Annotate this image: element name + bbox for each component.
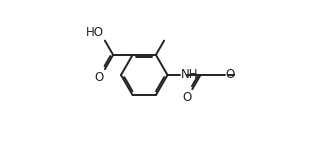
Text: O: O	[182, 91, 191, 104]
Text: O: O	[94, 71, 103, 84]
Text: NH: NH	[181, 68, 198, 81]
Text: O: O	[226, 69, 235, 81]
Text: HO: HO	[86, 26, 104, 39]
